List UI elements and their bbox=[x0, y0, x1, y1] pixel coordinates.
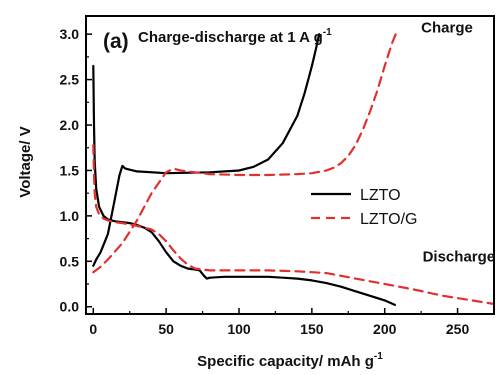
y-tick-label: 2.0 bbox=[60, 117, 80, 133]
x-axis-label-superscript: -1 bbox=[374, 351, 383, 362]
annotation-charge: Charge bbox=[421, 19, 473, 36]
y-tick-label: 0.5 bbox=[60, 253, 80, 269]
x-tick-label: 50 bbox=[158, 321, 174, 337]
annotation-discharge: Discharge bbox=[423, 248, 496, 265]
y-axis-label: Voltage/ V bbox=[17, 126, 34, 197]
chart-title-text: Charge-discharge at 1 A g bbox=[138, 29, 323, 46]
legend-label-lzto: LZTO bbox=[360, 187, 401, 204]
y-tick-label: 2.5 bbox=[60, 72, 80, 88]
y-tick-label: 3.0 bbox=[60, 26, 80, 42]
legend-label-lztog: LZTO/G bbox=[360, 211, 418, 228]
y-tick-label: 0.0 bbox=[60, 299, 80, 315]
legend: LZTO LZTO/G bbox=[311, 187, 418, 228]
series-curves bbox=[92, 31, 496, 306]
y-axis-ticks: 0.0 0.5 1.0 1.5 2.0 2.5 3.0 bbox=[60, 26, 92, 315]
x-tick-label: 0 bbox=[89, 321, 97, 337]
x-axis-label: Specific capacity/ mAh g-1 bbox=[197, 351, 383, 370]
series-lzto-g-discharge-line bbox=[92, 143, 496, 306]
series-lzto-charge-line bbox=[92, 33, 321, 267]
x-tick-label: 200 bbox=[373, 321, 397, 337]
x-tick-label: 100 bbox=[227, 321, 251, 337]
y-tick-label: 1.5 bbox=[60, 162, 80, 178]
x-axis-ticks: 0 50 100 150 200 250 bbox=[89, 308, 469, 337]
y-tick-label: 1.0 bbox=[60, 208, 80, 224]
series-lzto-discharge-line bbox=[92, 64, 396, 306]
panel-label: (a) bbox=[103, 30, 129, 53]
chart-title: Charge-discharge at 1 A g-1 bbox=[138, 27, 332, 46]
series-lzto-g-charge-line bbox=[92, 31, 398, 274]
chart-title-superscript: -1 bbox=[323, 27, 332, 38]
x-tick-label: 250 bbox=[446, 321, 470, 337]
x-axis-label-text: Specific capacity/ mAh g bbox=[197, 353, 374, 370]
plot-frame bbox=[85, 15, 495, 315]
x-tick-label: 150 bbox=[300, 321, 324, 337]
